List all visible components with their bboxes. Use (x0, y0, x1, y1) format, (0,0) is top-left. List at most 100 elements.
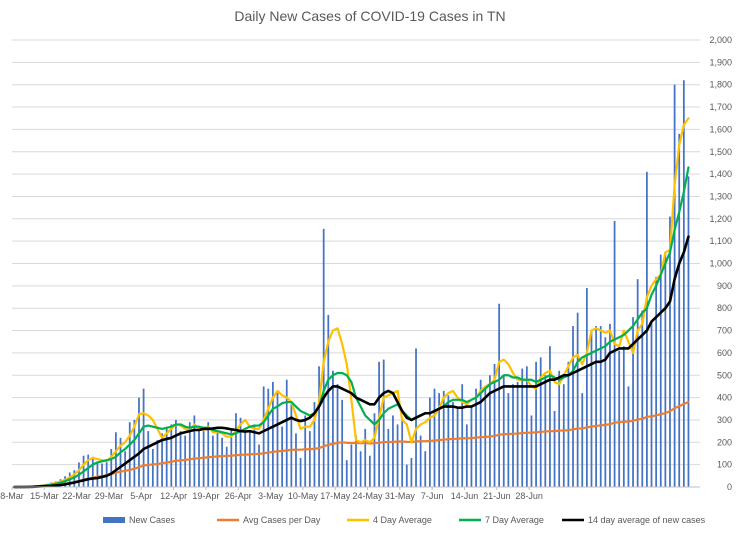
bar-new-cases (373, 413, 376, 487)
series-line-7-day-average (13, 166, 690, 489)
bar-new-cases (678, 133, 681, 487)
bar-new-cases (133, 419, 136, 487)
y-tick-label: 200 (717, 437, 732, 447)
bar-new-cases (175, 419, 177, 487)
bar-new-cases (452, 402, 454, 487)
bar-new-cases (318, 366, 320, 487)
y-tick-label: 1,500 (709, 147, 732, 157)
bar-new-cases (207, 422, 210, 487)
series-line-avg-cases-per-day (13, 400, 690, 489)
y-tick-label: 1,200 (709, 214, 732, 224)
bar-new-cases (244, 428, 247, 487)
bar-new-cases (304, 415, 307, 487)
bar-new-cases (258, 444, 260, 487)
x-tick-label: 12-Apr (160, 491, 187, 501)
bar-new-cases (119, 437, 122, 487)
bar-new-cases (498, 303, 501, 487)
bar-new-cases (549, 346, 551, 487)
bar-new-cases (539, 357, 542, 487)
y-tick-label: 1,100 (709, 236, 732, 246)
y-tick-label: 800 (717, 303, 732, 313)
y-tick-label: 1,000 (709, 259, 732, 269)
bar-new-cases (235, 413, 237, 487)
x-tick-label: 19-Apr (192, 491, 219, 501)
bar-new-cases (295, 433, 297, 487)
x-tick-label: 17-May (320, 491, 351, 501)
bar-new-cases (489, 375, 491, 487)
bar-new-cases (636, 279, 639, 487)
legend-layer: New Cases Avg Cases per Day 4 Day Average 7… (103, 515, 706, 525)
y-tick-label: 600 (717, 348, 732, 358)
bar-new-cases (627, 386, 630, 487)
x-tick-label: 14-Jun (451, 491, 479, 501)
bar-new-cases (142, 388, 145, 487)
bar-new-cases (211, 435, 214, 487)
x-tick-label: 15-Mar (30, 491, 59, 501)
bar-new-cases (572, 326, 574, 487)
bar-new-cases (433, 388, 436, 487)
legend-label-14-day-average-of-new-cases: 14 day average of new cases (588, 515, 706, 525)
y-tick-label: 1,300 (709, 191, 732, 201)
y-tick-label: 1,700 (709, 102, 732, 112)
x-tick-label: 26-Apr (225, 491, 252, 501)
bar-new-cases (429, 397, 431, 487)
bar-new-cases (124, 451, 127, 487)
bar-new-cases (368, 455, 371, 487)
x-tick-label: 5-Apr (130, 491, 152, 501)
x-tick-label: 10-May (288, 491, 319, 501)
y-tick-label: 100 (717, 460, 732, 470)
bar-new-cases (184, 435, 187, 487)
bar-new-cases (664, 252, 667, 487)
bar-new-cases (604, 337, 607, 487)
bar-new-cases (682, 80, 685, 487)
bar-new-cases (632, 317, 634, 487)
bar-new-cases (590, 330, 593, 487)
bar-new-cases (179, 431, 182, 487)
bar-new-cases (378, 361, 380, 487)
bar-new-cases (401, 417, 404, 487)
bar-new-cases (359, 451, 362, 487)
bar-new-cases (267, 388, 270, 487)
axis-layer: 0 100 200 300 400 500 600 700 800 900 1,000 1,100 1,… (0, 35, 732, 501)
bar-new-cases (327, 314, 330, 487)
y-tick-label: 1,900 (709, 57, 732, 67)
legend-label-4-day-average: 4 Day Average (373, 515, 432, 525)
bar-new-cases (553, 411, 556, 487)
bar-new-cases (687, 176, 690, 487)
bar-new-cases (655, 276, 658, 487)
bar-new-cases (336, 384, 339, 487)
bar-new-cases (151, 449, 154, 487)
bar-new-cases (613, 221, 616, 487)
bar-new-cases (669, 216, 671, 487)
bar-new-cases (115, 432, 117, 487)
bar-new-cases (650, 321, 653, 487)
bar-new-cases (91, 456, 94, 487)
bar-new-cases (262, 386, 265, 487)
bar-new-cases (308, 431, 311, 487)
bar-new-cases (299, 457, 302, 487)
bar-layer (22, 80, 690, 488)
x-tick-label: 8-Mar (0, 491, 24, 501)
y-tick-label: 700 (717, 326, 732, 336)
bar-new-cases (456, 406, 459, 487)
bar-new-cases (225, 446, 228, 487)
bar-new-cases (216, 431, 219, 487)
bar-new-cases (567, 361, 570, 487)
bar-new-cases (138, 397, 140, 487)
bar-new-cases (585, 288, 588, 487)
bar-new-cases (410, 457, 413, 487)
legend-label-avg-cases-per-day: Avg Cases per Day (243, 515, 321, 525)
bar-new-cases (147, 431, 150, 487)
bar-new-cases (202, 431, 205, 487)
bar-new-cases (230, 428, 233, 487)
bar-new-cases (396, 424, 399, 487)
bar-new-cases (659, 254, 662, 487)
bar-new-cases (558, 370, 561, 487)
bar-new-cases (424, 451, 427, 487)
x-tick-label: 28-Jun (515, 491, 543, 501)
bar-new-cases (618, 350, 621, 487)
bar-new-cases (576, 312, 579, 487)
series-line-14-day-average-of-new-cases (13, 235, 690, 489)
y-tick-label: 500 (717, 370, 732, 380)
